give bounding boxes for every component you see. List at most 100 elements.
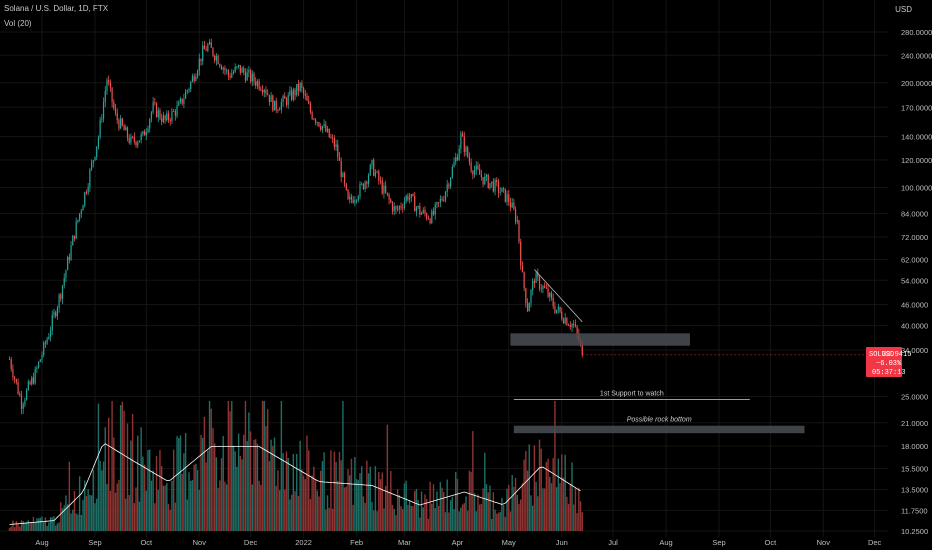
y-tick-label: 170.0000 (901, 103, 932, 112)
x-tick-label: Oct (764, 538, 777, 547)
volume-bar (73, 491, 76, 531)
volume-bar (96, 498, 98, 531)
annotations[interactable]: 1st Support to watch Possible rock bottom (510, 269, 866, 434)
candle-body (97, 137, 100, 147)
volume-bar (533, 445, 536, 531)
volume-bar (77, 514, 79, 531)
volume-bar (202, 437, 204, 531)
candle-body (80, 210, 82, 214)
volume-bar (345, 486, 348, 531)
candle-body (92, 160, 94, 163)
volume-bar (371, 501, 373, 531)
candle-body (581, 343, 583, 355)
candle-body (202, 45, 204, 62)
volume-bar (29, 522, 31, 531)
candle-body (485, 174, 488, 177)
price-axis[interactable]: 280.0000 240.0000 200.0000 170.0000 140.0000… (901, 28, 932, 536)
candle-body (448, 184, 450, 187)
volume-bar (441, 487, 443, 531)
volume-bar (181, 473, 183, 531)
volume-bar (178, 438, 180, 531)
candle-body (385, 185, 387, 193)
volume-bar (172, 449, 175, 531)
volume-bar (499, 511, 501, 531)
candle-body (371, 159, 373, 165)
volume-bar (579, 501, 582, 531)
volume-bar (89, 494, 91, 531)
candle-body (173, 110, 175, 112)
candle-body (261, 90, 264, 93)
volume-bar (455, 471, 457, 531)
volume-bar (429, 481, 431, 531)
annotation-zone[interactable] (513, 425, 805, 434)
candle-body (386, 192, 388, 195)
grid (0, 0, 888, 537)
chart-legend-title[interactable]: Solana / U.S. Dollar, 1D, FTX (4, 4, 109, 13)
volume-bar (36, 518, 38, 531)
volume-bar (290, 494, 293, 531)
candle-body (102, 102, 105, 119)
candle-body (195, 76, 197, 81)
y-tick-label: 11.7500 (901, 506, 928, 515)
volume-bar (530, 495, 532, 531)
candle-body (403, 201, 406, 208)
volume-bar (301, 469, 303, 531)
candle-body (357, 196, 359, 201)
candle-body (499, 191, 501, 193)
volume-bar (150, 480, 153, 531)
volume-bar (477, 494, 479, 531)
candle-body (27, 381, 29, 390)
volume-bar (390, 470, 392, 531)
volume-bar (443, 492, 445, 531)
x-tick-label: Mar (398, 538, 411, 547)
candle-body (359, 183, 361, 197)
x-tick-label: Dec (868, 538, 882, 547)
candle-body (393, 206, 395, 212)
candle-body (37, 361, 40, 368)
volume-bar (241, 459, 243, 531)
candle-body (508, 194, 510, 202)
candle-body (70, 245, 72, 260)
volume-bar (149, 449, 151, 531)
annotation-zone[interactable] (510, 333, 690, 346)
volume-bar (72, 509, 74, 531)
volume-indicator-label[interactable]: Vol (20) (4, 19, 32, 28)
candle-body (544, 286, 546, 288)
candle-body (238, 64, 240, 67)
candle-body (207, 44, 209, 51)
time-axis[interactable]: Aug Sep Oct Nov Dec 2022 Feb Mar Apr May Jun Jul Aug… (35, 538, 881, 547)
volume-bar (287, 457, 289, 531)
volume-bar (138, 501, 141, 531)
volume-bar (497, 512, 500, 531)
volume-bar (302, 475, 305, 531)
candle-body (152, 102, 154, 113)
volume-bar (319, 470, 322, 531)
candle-body (39, 359, 41, 362)
y-tick-label: 18.0000 (901, 442, 928, 451)
candle-body (73, 235, 76, 239)
volume-bar (167, 503, 170, 531)
trendline[interactable] (534, 269, 583, 323)
volume-bar (419, 517, 421, 531)
volume-bar (436, 491, 438, 531)
candle-body (51, 315, 53, 331)
candle-body (545, 287, 547, 289)
candle-body (232, 71, 235, 74)
volume-bar (125, 498, 127, 531)
candle-body (487, 174, 489, 189)
candle-body (196, 70, 199, 77)
volume-bar (451, 496, 454, 531)
volume-bar (338, 452, 341, 531)
volume-bar (215, 457, 218, 531)
candle-body (258, 81, 260, 90)
volume-bar (456, 478, 459, 531)
candle-body (564, 317, 566, 324)
candle-body (344, 173, 346, 184)
candle-body (205, 49, 207, 51)
candle-body (492, 181, 494, 192)
volume-bar (523, 459, 525, 531)
volume-bar (294, 491, 296, 531)
candle-body (338, 157, 341, 161)
candle-body (10, 359, 12, 369)
